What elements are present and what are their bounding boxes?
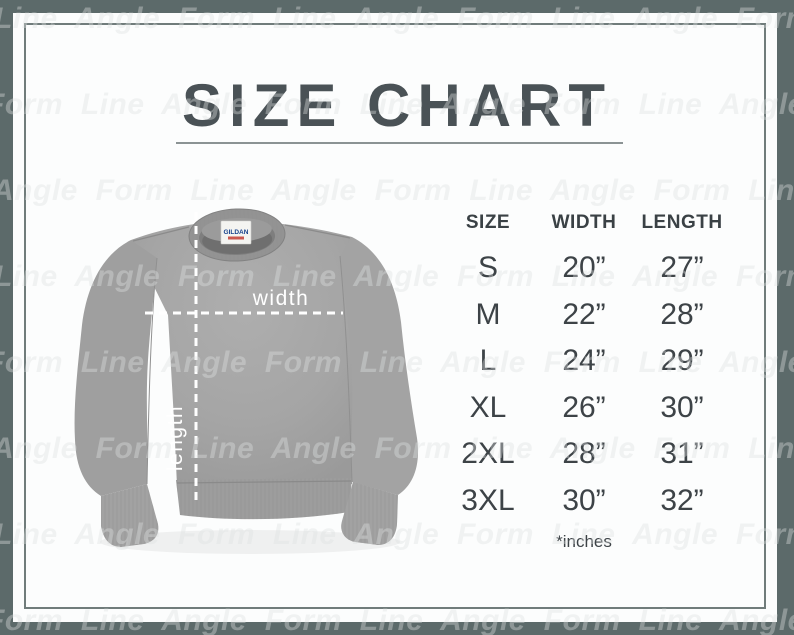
width-2xl: 28” <box>562 437 606 470</box>
inches-footnote: *inches <box>556 532 612 551</box>
shirt-left-sleeve <box>74 240 157 496</box>
label-red-text-mark <box>228 236 244 240</box>
size-3xl: 3XL <box>461 483 515 517</box>
waistband-rib <box>176 478 352 520</box>
left-armhole-seam <box>146 257 158 485</box>
col-header-width: WIDTH <box>551 212 617 233</box>
left-shoulder-seam <box>132 226 190 242</box>
inner-border <box>24 23 766 609</box>
gildan-neck-label: GILDAN <box>220 220 252 245</box>
length-s: 27” <box>660 251 704 284</box>
width-xl: 26” <box>562 390 606 424</box>
right-shoulder-seam <box>284 224 351 239</box>
right-cuff-rib <box>341 482 398 545</box>
spacer <box>430 525 546 559</box>
length-2xl: 31” <box>660 437 704 470</box>
title-underline <box>176 142 623 144</box>
size-m: M <box>475 297 501 331</box>
page-title: SIZE CHART <box>182 72 612 139</box>
width-label: width <box>252 287 310 310</box>
right-armhole-seam <box>339 255 353 483</box>
col-header-size: SIZE <box>465 212 511 233</box>
size-table: SIZE WIDTH LENGTH S 20” 27” M 22” 28” L … <box>430 206 742 559</box>
width-s: 20” <box>562 251 606 284</box>
length-3xl: 32” <box>660 483 704 517</box>
spacer <box>622 525 742 559</box>
length-l: 29” <box>660 344 704 377</box>
width-3xl: 30” <box>562 483 606 517</box>
brand-text: GILDAN <box>224 229 249 236</box>
width-l: 24” <box>562 344 606 377</box>
col-header-length: LENGTH <box>641 212 723 233</box>
length-xl: 30” <box>660 390 704 424</box>
shirt-shadow <box>100 530 400 554</box>
width-m: 22” <box>562 297 606 331</box>
size-l: L <box>479 344 497 377</box>
shirt-body <box>131 221 359 486</box>
shirt-right-sleeve <box>340 237 419 495</box>
size-2xl: 2XL <box>461 437 515 470</box>
size-xl: XL <box>469 390 507 424</box>
length-label: length <box>164 405 187 471</box>
size-s: S <box>477 251 498 284</box>
sweatshirt-photo: GILDAN width length <box>74 208 419 554</box>
waistband-seam <box>176 480 352 484</box>
left-cuff-rib <box>101 484 159 547</box>
length-m: 28” <box>660 297 704 331</box>
